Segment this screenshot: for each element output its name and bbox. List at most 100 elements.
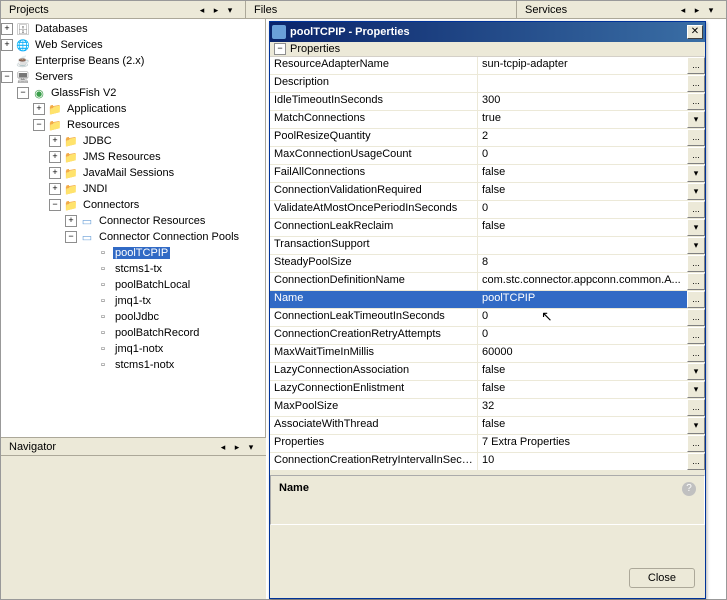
tree-node-javamail[interactable]: + 📁 JavaMail Sessions bbox=[1, 165, 265, 181]
tab-files[interactable]: Files bbox=[246, 1, 517, 18]
property-value[interactable]: 8 bbox=[478, 255, 687, 272]
property-value[interactable]: sun-tcpip-adapter bbox=[478, 57, 687, 74]
tree-node-applications[interactable]: + 📁 Applications bbox=[1, 101, 265, 117]
property-value[interactable] bbox=[478, 237, 687, 254]
dropdown-icon[interactable]: ▾ bbox=[687, 183, 705, 200]
tree-node-web-services[interactable]: + 🌐 Web Services bbox=[1, 37, 265, 53]
tree-node-pool-tcpip[interactable]: ▫ poolTCPIP bbox=[1, 245, 265, 261]
property-row[interactable]: ConnectionCreationRetryAttempts0... bbox=[270, 327, 705, 345]
ellipsis-button[interactable]: ... bbox=[687, 309, 705, 326]
property-row[interactable]: PoolResizeQuantity2... bbox=[270, 129, 705, 147]
expand-icon[interactable]: + bbox=[49, 151, 61, 163]
dropdown-icon[interactable]: ▾ bbox=[687, 363, 705, 380]
ellipsis-button[interactable]: ... bbox=[687, 273, 705, 290]
property-row[interactable]: TransactionSupport▾ bbox=[270, 237, 705, 255]
tree-node-glassfish[interactable]: − ◉ GlassFish V2 bbox=[1, 85, 265, 101]
tree-node-jndi[interactable]: + 📁 JNDI bbox=[1, 181, 265, 197]
chevron-right-icon[interactable]: ▸ bbox=[209, 3, 223, 17]
dropdown-icon[interactable]: ▾ bbox=[687, 219, 705, 236]
property-row[interactable]: ConnectionCreationRetryIntervalInSeconds… bbox=[270, 453, 705, 471]
property-row[interactable]: MaxPoolSize32... bbox=[270, 399, 705, 417]
dropdown-icon[interactable]: ▾ bbox=[687, 111, 705, 128]
tree-node-pool-jmq1tx[interactable]: ▫ jmq1-tx bbox=[1, 293, 265, 309]
property-row[interactable]: MaxWaitTimeInMillis60000... bbox=[270, 345, 705, 363]
property-value[interactable]: 300 bbox=[478, 93, 687, 110]
tab-services[interactable]: Services ◂ ▸ ▾ bbox=[517, 1, 726, 18]
property-value[interactable]: false bbox=[478, 183, 687, 200]
tree-node-pool-stcms1tx[interactable]: ▫ stcms1-tx bbox=[1, 261, 265, 277]
property-value[interactable]: false bbox=[478, 417, 687, 434]
properties-section-header[interactable]: − Properties bbox=[270, 42, 705, 57]
collapse-icon[interactable]: − bbox=[65, 231, 77, 243]
ellipsis-button[interactable]: ... bbox=[687, 291, 705, 308]
property-value[interactable]: 2 bbox=[478, 129, 687, 146]
tree-node-pool-jmq1notx[interactable]: ▫ jmq1-notx bbox=[1, 341, 265, 357]
dropdown-icon[interactable]: ▾ bbox=[687, 381, 705, 398]
expand-icon[interactable]: + bbox=[49, 135, 61, 147]
collapse-icon[interactable]: − bbox=[274, 43, 286, 55]
tree-node-enterprise-beans[interactable]: ☕ Enterprise Beans (2.x) bbox=[1, 53, 265, 69]
collapse-icon[interactable]: − bbox=[33, 119, 45, 131]
property-row[interactable]: ValidateAtMostOncePeriodInSeconds0... bbox=[270, 201, 705, 219]
tree-node-jdbc[interactable]: + 📁 JDBC bbox=[1, 133, 265, 149]
chevron-left-icon[interactable]: ◂ bbox=[216, 440, 230, 454]
property-value[interactable]: com.stc.connector.appconn.common.A... bbox=[478, 273, 687, 290]
close-icon[interactable]: ✕ bbox=[687, 25, 703, 39]
property-value[interactable]: 0 bbox=[478, 327, 687, 344]
property-value[interactable]: false bbox=[478, 219, 687, 236]
property-value[interactable]: 10 bbox=[478, 453, 687, 470]
expand-icon[interactable]: + bbox=[49, 183, 61, 195]
tree-node-pool-batchrecord[interactable]: ▫ poolBatchRecord bbox=[1, 325, 265, 341]
navigator-header[interactable]: Navigator ◂ ▸ ▾ bbox=[1, 438, 266, 456]
ellipsis-button[interactable]: ... bbox=[687, 93, 705, 110]
chevron-right-icon[interactable]: ▸ bbox=[230, 440, 244, 454]
collapse-icon[interactable]: − bbox=[17, 87, 29, 99]
property-row[interactable]: FailAllConnectionsfalse▾ bbox=[270, 165, 705, 183]
property-row[interactable]: ConnectionDefinitionNamecom.stc.connecto… bbox=[270, 273, 705, 291]
expand-icon[interactable]: + bbox=[33, 103, 45, 115]
property-row[interactable]: Description... bbox=[270, 75, 705, 93]
dropdown-icon[interactable]: ▾ bbox=[244, 440, 258, 454]
property-row[interactable]: LazyConnectionEnlistmentfalse▾ bbox=[270, 381, 705, 399]
ellipsis-button[interactable]: ... bbox=[687, 345, 705, 362]
dropdown-icon[interactable]: ▾ bbox=[687, 417, 705, 434]
property-row[interactable]: ConnectionValidationRequiredfalse▾ bbox=[270, 183, 705, 201]
tree-node-connector-resources[interactable]: + ▭ Connector Resources bbox=[1, 213, 265, 229]
ellipsis-button[interactable]: ... bbox=[687, 327, 705, 344]
property-value[interactable]: 7 Extra Properties bbox=[478, 435, 687, 452]
tree-node-pool-batchlocal[interactable]: ▫ poolBatchLocal bbox=[1, 277, 265, 293]
property-row[interactable]: NamepoolTCPIP... bbox=[270, 291, 705, 309]
tree-node-connector-pools[interactable]: − ▭ Connector Connection Pools bbox=[1, 229, 265, 245]
expand-icon[interactable]: + bbox=[49, 167, 61, 179]
ellipsis-button[interactable]: ... bbox=[687, 57, 705, 74]
property-value[interactable]: poolTCPIP bbox=[478, 291, 687, 308]
ellipsis-button[interactable]: ... bbox=[687, 435, 705, 452]
close-button[interactable]: Close bbox=[629, 568, 695, 588]
property-row[interactable]: MatchConnectionstrue▾ bbox=[270, 111, 705, 129]
dropdown-icon[interactable]: ▾ bbox=[687, 237, 705, 254]
expand-icon[interactable]: + bbox=[65, 215, 77, 227]
expand-icon[interactable]: + bbox=[1, 23, 13, 35]
property-row[interactable]: AssociateWithThreadfalse▾ bbox=[270, 417, 705, 435]
tree-node-pool-stcms1notx[interactable]: ▫ stcms1-notx bbox=[1, 357, 265, 373]
property-row[interactable]: IdleTimeoutInSeconds300... bbox=[270, 93, 705, 111]
expand-icon[interactable]: + bbox=[1, 39, 13, 51]
tree-node-jms[interactable]: + 📁 JMS Resources bbox=[1, 149, 265, 165]
chevron-left-icon[interactable]: ◂ bbox=[676, 3, 690, 17]
tree-node-servers[interactable]: − 🖥 Servers bbox=[1, 69, 265, 85]
collapse-icon[interactable]: − bbox=[49, 199, 61, 211]
property-row[interactable]: Properties7 Extra Properties... bbox=[270, 435, 705, 453]
tree-node-pool-jdbc[interactable]: ▫ poolJdbc bbox=[1, 309, 265, 325]
property-value[interactable]: true bbox=[478, 111, 687, 128]
ellipsis-button[interactable]: ... bbox=[687, 399, 705, 416]
dropdown-icon[interactable]: ▾ bbox=[687, 165, 705, 182]
property-value[interactable]: 0 bbox=[478, 147, 687, 164]
property-row[interactable]: MaxConnectionUsageCount0... bbox=[270, 147, 705, 165]
tree-node-databases[interactable]: + 🗄 Databases bbox=[1, 21, 265, 37]
dialog-titlebar[interactable]: poolTCPIP - Properties ✕ bbox=[270, 22, 705, 42]
property-value[interactable]: 32 bbox=[478, 399, 687, 416]
property-value[interactable]: 60000 bbox=[478, 345, 687, 362]
chevron-right-icon[interactable]: ▸ bbox=[690, 3, 704, 17]
property-row[interactable]: ResourceAdapterNamesun-tcpip-adapter... bbox=[270, 57, 705, 75]
property-row[interactable]: SteadyPoolSize8... bbox=[270, 255, 705, 273]
